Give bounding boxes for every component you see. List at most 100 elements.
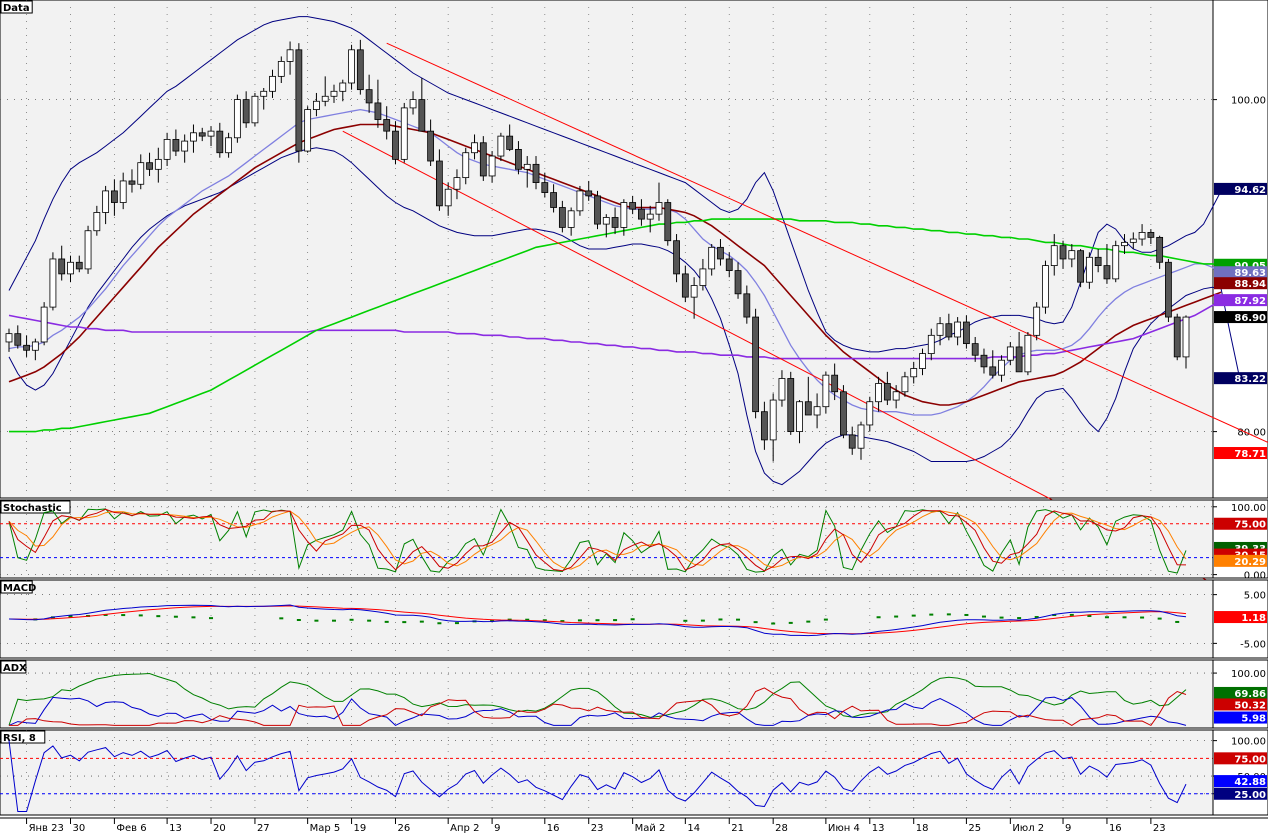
candle-body: [146, 162, 153, 170]
candle-body: [216, 130, 224, 154]
candle-body: [594, 195, 601, 225]
candle-body: [1033, 306, 1041, 336]
candle-body: [945, 323, 953, 338]
candle: [1006, 341, 1014, 366]
candle: [1068, 244, 1076, 268]
candle-body: [1059, 245, 1067, 260]
series-stoch-slow: [8, 510, 1187, 570]
candle-body: [760, 411, 768, 441]
candle: [269, 69, 276, 98]
candle-body: [971, 343, 979, 356]
x-axis-tick-label: Мар 5: [310, 823, 341, 834]
x-axis-tick-label: 13: [169, 823, 182, 834]
candle: [611, 207, 619, 235]
candle: [822, 371, 830, 414]
candle-body: [848, 434, 856, 449]
price-tag: [1214, 775, 1267, 788]
x-axis-tick-label: 21: [731, 823, 744, 834]
candle: [23, 335, 30, 357]
candle: [725, 252, 733, 278]
candle: [576, 185, 584, 216]
candle: [137, 154, 145, 190]
candle: [550, 184, 557, 213]
panel-title-box: [0, 730, 46, 744]
x-axis: Янв 23 30 Фев 6 13 20 27 Мар 5 19 26 Апр 2 9 16 23 Ма…: [0, 817, 1268, 834]
candle-body: [1165, 261, 1172, 318]
candle: [14, 325, 22, 349]
price-tag: [1214, 711, 1267, 724]
series-bb_upper: [8, 16, 1222, 353]
candle: [778, 370, 786, 407]
candle-body: [1024, 334, 1032, 373]
candle-body: [541, 182, 549, 193]
candle-body: [822, 374, 830, 408]
candle-body: [1103, 265, 1111, 280]
candle: [927, 328, 935, 361]
candle: [1050, 234, 1058, 276]
candle: [1094, 249, 1102, 273]
price-tag: [1214, 752, 1267, 765]
candle-body: [163, 139, 171, 160]
panel-title-box: [0, 580, 33, 594]
candle-body: [840, 391, 847, 436]
panel-title: Stochastic: [3, 503, 62, 514]
price-tag-label: 69.86: [1234, 689, 1266, 700]
x-axis-tick-label: 28: [775, 823, 788, 834]
series-pdi: [8, 696, 1187, 727]
candle-body: [998, 359, 1005, 376]
candle-body: [1042, 265, 1049, 308]
candle-body: [58, 258, 66, 275]
candle: [321, 76, 329, 107]
candle-body: [418, 99, 426, 132]
candle-body: [1129, 238, 1137, 243]
candle: [1024, 332, 1032, 376]
candle-body: [321, 95, 329, 102]
price-tag: [1214, 787, 1267, 800]
candle-body: [866, 401, 874, 426]
price-tag-label: 20.29: [1234, 557, 1266, 568]
candle-body: [638, 208, 645, 220]
price-tag: [1214, 294, 1267, 307]
candle: [998, 355, 1005, 382]
trendline: [386, 42, 1268, 443]
candle: [954, 317, 962, 346]
plot-area: [0, 729, 1214, 816]
panel-price: 80.00100.00Data94.6290.0589.6388.9487.92…: [0, 0, 1268, 607]
candle: [1112, 240, 1120, 283]
candle: [646, 205, 654, 233]
candle: [119, 172, 127, 210]
candle: [1103, 244, 1111, 284]
candle: [462, 147, 470, 185]
candle: [910, 361, 918, 384]
series-macd: [8, 604, 1187, 637]
price-tag-label: 78.71: [1234, 449, 1266, 460]
panel-macd: 5.00 -5.00 MACD 1.18: [0, 579, 1268, 659]
candle-body: [681, 273, 689, 298]
candle: [277, 56, 285, 83]
candle-body: [717, 246, 724, 260]
candle-body: [400, 107, 408, 160]
price-tag: [1214, 277, 1267, 290]
candle-body: [497, 135, 505, 157]
candle: [146, 152, 153, 176]
candle: [752, 308, 760, 419]
candle-body: [313, 100, 320, 110]
candle-body: [260, 90, 268, 97]
candle-body: [93, 212, 101, 232]
candle-body: [137, 162, 145, 185]
panel-title: RSI, 8: [3, 733, 36, 744]
price-tag: [1214, 372, 1267, 385]
candle-body: [576, 190, 584, 212]
candle-body: [251, 95, 259, 124]
axis-tick-label: 100.00: [1231, 737, 1266, 748]
candle-body: [14, 333, 22, 346]
candle: [75, 255, 83, 273]
candle: [198, 127, 206, 142]
candle: [919, 348, 926, 376]
candle-body: [629, 202, 637, 210]
price-tag-label: 94.62: [1234, 185, 1266, 196]
candle-body: [620, 202, 628, 228]
candle: [409, 91, 417, 115]
candle-body: [831, 374, 839, 393]
